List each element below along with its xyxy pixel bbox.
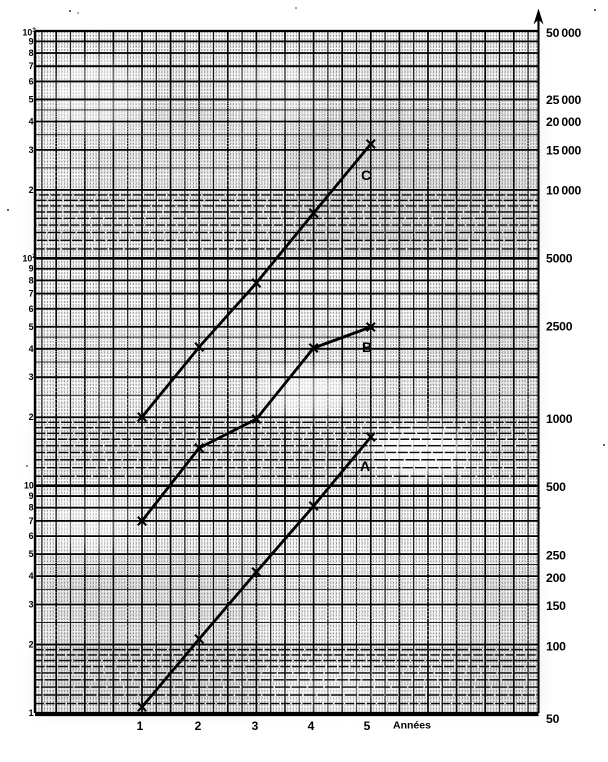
svg-text:7: 7 <box>29 61 34 71</box>
svg-text:4: 4 <box>29 571 34 581</box>
svg-text:5: 5 <box>364 719 371 733</box>
svg-text:2: 2 <box>29 412 34 422</box>
svg-text:20 000: 20 000 <box>546 115 582 129</box>
svg-text:5: 5 <box>29 322 34 332</box>
svg-text:8: 8 <box>29 503 34 513</box>
svg-text:200: 200 <box>546 571 566 585</box>
svg-text:103: 103 <box>23 27 37 37</box>
svg-text:50: 50 <box>546 712 560 726</box>
svg-text:7: 7 <box>29 516 34 526</box>
svg-text:A: A <box>360 458 370 474</box>
svg-text:5: 5 <box>29 549 34 559</box>
svg-text:9: 9 <box>29 36 34 46</box>
svg-text:8: 8 <box>29 275 34 285</box>
svg-text:500: 500 <box>546 480 566 494</box>
svg-text:6: 6 <box>29 76 34 86</box>
svg-text:6: 6 <box>29 531 34 541</box>
svg-text:10: 10 <box>24 481 34 491</box>
svg-text:1000: 1000 <box>546 412 573 426</box>
svg-text:250: 250 <box>546 549 566 563</box>
svg-text:4: 4 <box>308 719 315 733</box>
svg-text:6: 6 <box>29 304 34 314</box>
svg-text:5000: 5000 <box>546 251 573 265</box>
svg-text:7: 7 <box>29 289 34 299</box>
svg-text:5: 5 <box>29 94 34 104</box>
svg-text:9: 9 <box>29 491 34 501</box>
svg-text:4: 4 <box>29 344 34 354</box>
svg-text:C: C <box>361 167 371 183</box>
svg-text:15 000: 15 000 <box>546 144 582 158</box>
svg-text:2: 2 <box>29 640 34 650</box>
svg-text:3: 3 <box>29 145 34 155</box>
svg-text:150: 150 <box>546 599 566 613</box>
svg-text:2500: 2500 <box>546 320 573 334</box>
svg-text:8: 8 <box>29 48 34 58</box>
svg-text:B: B <box>362 339 372 355</box>
svg-text:4: 4 <box>29 117 34 127</box>
svg-text:1: 1 <box>137 719 144 733</box>
svg-text:3: 3 <box>29 372 34 382</box>
svg-text:2: 2 <box>195 719 202 733</box>
svg-text:25 000: 25 000 <box>546 93 582 107</box>
svg-text:10 000: 10 000 <box>546 184 582 198</box>
svg-text:9: 9 <box>29 264 34 274</box>
svg-text:2: 2 <box>29 185 34 195</box>
svg-text:1: 1 <box>29 708 34 718</box>
svg-text:100: 100 <box>546 640 566 654</box>
svg-text:3: 3 <box>29 600 34 610</box>
svg-text:102: 102 <box>23 253 37 263</box>
svg-text:3: 3 <box>252 719 259 733</box>
svg-text:Années: Années <box>393 720 431 732</box>
svg-text:50 000: 50 000 <box>546 26 582 40</box>
